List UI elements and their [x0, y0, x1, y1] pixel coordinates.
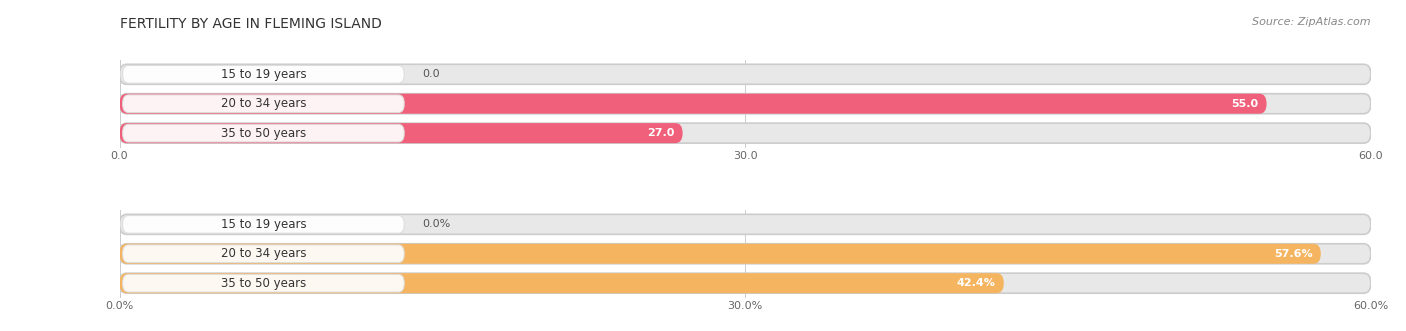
Text: 35 to 50 years: 35 to 50 years: [221, 277, 307, 290]
FancyBboxPatch shape: [120, 94, 1371, 114]
Text: 27.0: 27.0: [647, 128, 675, 138]
Text: 20 to 34 years: 20 to 34 years: [221, 247, 307, 260]
Text: 42.4%: 42.4%: [956, 278, 995, 288]
Text: 57.6%: 57.6%: [1274, 249, 1312, 259]
Text: 0.0%: 0.0%: [422, 219, 450, 229]
FancyBboxPatch shape: [120, 244, 1371, 264]
Text: Source: ZipAtlas.com: Source: ZipAtlas.com: [1253, 17, 1371, 26]
Text: 55.0: 55.0: [1232, 99, 1258, 109]
FancyBboxPatch shape: [122, 124, 404, 142]
Text: 15 to 19 years: 15 to 19 years: [221, 218, 307, 231]
FancyBboxPatch shape: [120, 273, 1004, 293]
FancyBboxPatch shape: [120, 94, 1267, 114]
FancyBboxPatch shape: [122, 274, 404, 292]
FancyBboxPatch shape: [120, 214, 1371, 234]
Text: FERTILITY BY AGE IN FLEMING ISLAND: FERTILITY BY AGE IN FLEMING ISLAND: [120, 17, 381, 30]
FancyBboxPatch shape: [122, 66, 404, 83]
Text: 0.0: 0.0: [422, 69, 440, 79]
FancyBboxPatch shape: [120, 244, 1320, 264]
Text: 15 to 19 years: 15 to 19 years: [221, 68, 307, 81]
FancyBboxPatch shape: [122, 215, 404, 233]
Text: 35 to 50 years: 35 to 50 years: [221, 127, 307, 140]
FancyBboxPatch shape: [122, 95, 404, 113]
Text: 20 to 34 years: 20 to 34 years: [221, 97, 307, 110]
FancyBboxPatch shape: [120, 123, 1371, 143]
FancyBboxPatch shape: [120, 123, 683, 143]
FancyBboxPatch shape: [120, 273, 1371, 293]
FancyBboxPatch shape: [120, 64, 1371, 84]
FancyBboxPatch shape: [122, 245, 404, 262]
